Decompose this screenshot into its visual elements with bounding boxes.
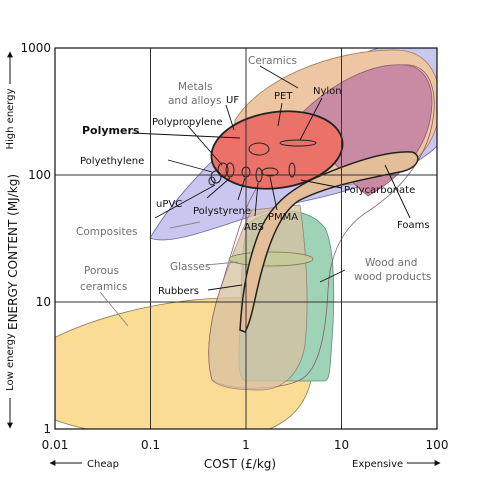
label-polymers: Polymers (82, 124, 140, 137)
x-tick-label: 100 (426, 438, 449, 452)
label-metals-line1: Metals (178, 81, 212, 93)
x-tick-labels: 0.01 0.1 1 10 100 (42, 438, 449, 452)
y-tick-label: 1000 (20, 41, 51, 55)
label-pet: PET (274, 91, 293, 102)
label-abs: ABS (244, 222, 264, 233)
x-tick-label: 0.01 (42, 438, 69, 452)
grey-leader-lines (99, 221, 239, 327)
cheap-label: Cheap (87, 459, 119, 470)
label-polypropylene: Polypropylene (152, 117, 223, 128)
label-porous-line2: ceramics (80, 281, 127, 293)
high-energy-label: High energy (5, 88, 16, 149)
plot-frame (54, 47, 438, 430)
label-composites: Composites (76, 226, 138, 238)
label-polystyrene: Polystyrene (193, 206, 251, 217)
x-tick-label: 1 (242, 438, 250, 452)
label-metals-line2: and alloys (168, 95, 221, 107)
label-nylon: Nylon (313, 86, 342, 97)
x-tick-label: 10 (334, 438, 349, 452)
leader-lines (131, 65, 411, 291)
label-wood-line1: Wood and (365, 257, 417, 269)
y-tick-label: 1 (43, 422, 51, 436)
bubble-polymers (210, 110, 344, 190)
bubble-layer (55, 48, 437, 429)
label-glasses: Glasses (170, 261, 210, 273)
label-uf: UF (226, 95, 239, 106)
x-axis-title: COST (£/kg) (204, 457, 276, 471)
x-tick-label: 0.1 (141, 438, 160, 452)
low-energy-label: Low energy (5, 333, 16, 391)
label-ceramics: Ceramics (248, 55, 297, 67)
bubble-glasses (228, 251, 314, 267)
expensive-label: Expensive (352, 459, 403, 470)
y-axis-title: ENERGY CONTENT (MJ/kg) (6, 174, 20, 330)
label-porous-line1: Porous (84, 265, 119, 277)
label-pmma: PMMA (268, 212, 298, 223)
label-polyethylene: Polyethylene (80, 156, 144, 167)
label-rubbers: Rubbers (158, 286, 199, 297)
grid (55, 48, 437, 429)
label-foams: Foams (397, 220, 430, 231)
y-tick-labels: 1 10 100 1000 (20, 41, 51, 436)
y-tick-label: 10 (36, 295, 51, 309)
label-upvc: uPVC (156, 199, 182, 210)
label-polycarbonate: Polycarbonate (344, 185, 415, 196)
bubble-metals (208, 64, 435, 389)
bubble-metals-lower (208, 204, 308, 391)
y-tick-label: 100 (28, 168, 51, 182)
bubble-rubbers (239, 151, 419, 333)
label-wood-line2: wood products (354, 271, 431, 283)
